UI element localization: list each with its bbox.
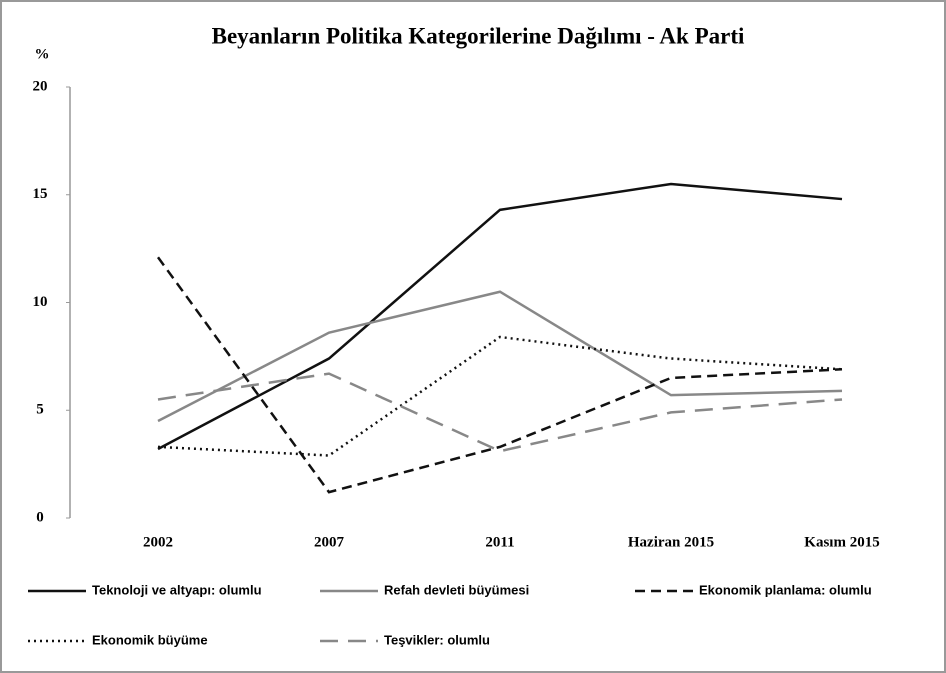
series-line: [157, 335, 843, 457]
x-tick-label: Haziran 2015: [628, 534, 714, 550]
y-tick-label: 0: [36, 509, 44, 525]
y-axis-label: %: [35, 46, 50, 62]
x-tick-label: 2007: [314, 534, 345, 550]
x-tick-label: 2002: [143, 534, 173, 550]
legend-label: Ekonomik planlama: olumlu: [699, 582, 872, 597]
chart-title: Beyanların Politika Kategorilerine Dağıl…: [212, 23, 745, 48]
y-tick-label: 20: [33, 78, 48, 94]
series-line: [156, 256, 843, 494]
y-tick-label: 5: [36, 402, 44, 418]
series-line: [157, 290, 843, 423]
y-tick-label: 10: [33, 294, 48, 310]
legend-label: Refah devleti büyümesi: [384, 582, 529, 597]
series-line: [157, 372, 843, 453]
legend-label: Ekonomik büyüme: [92, 632, 208, 647]
y-tick-label: 15: [33, 186, 48, 202]
series-line: [157, 182, 843, 451]
x-tick-label: 2011: [485, 534, 514, 550]
legend-label: Teknoloji ve altyapı: olumlu: [92, 582, 262, 597]
x-tick-label: Kasım 2015: [804, 534, 879, 550]
legend-label: Teşvikler: olumlu: [384, 632, 490, 647]
